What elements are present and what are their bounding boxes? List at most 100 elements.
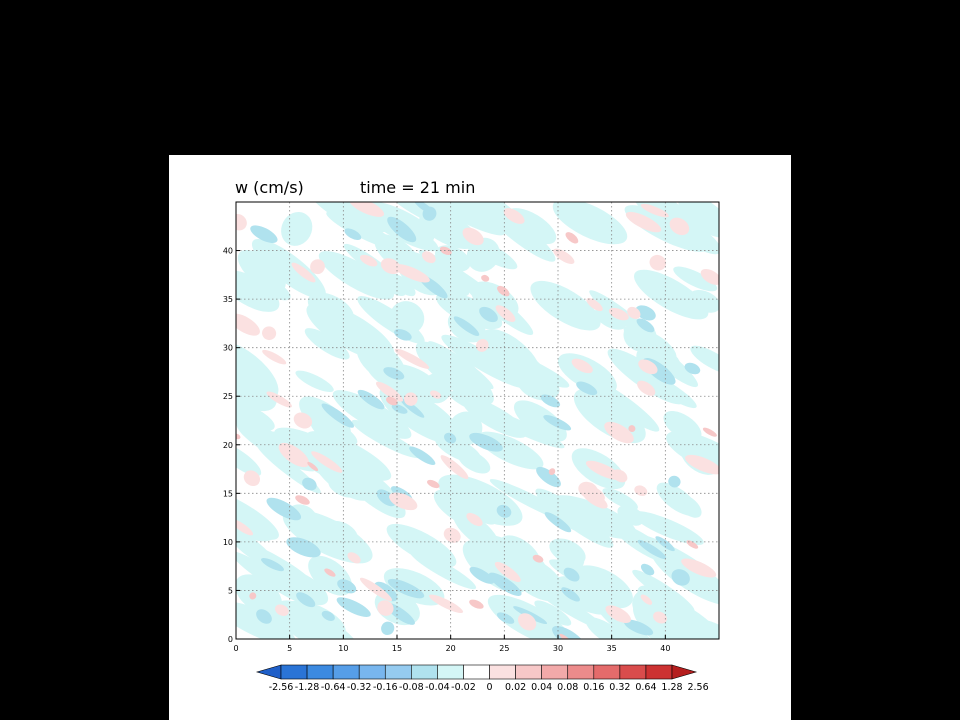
light-cyan-patch: [409, 549, 477, 590]
light-red-patch: [386, 396, 398, 406]
pink-patch: [421, 251, 436, 264]
pink-patch: [494, 561, 521, 583]
light-cyan-patch: [634, 269, 709, 320]
light-red-patch: [324, 568, 336, 577]
heatmap-figure: w (cm/s) time = 21 min 0 5 10 15 20 25 30 35 40 …: [223, 178, 720, 693]
light-cyan-patch: [639, 370, 697, 409]
pink-patch: [430, 390, 442, 399]
colorbar-label: -0.32: [347, 682, 372, 693]
light-cyan-patch: [323, 520, 359, 549]
colorbar-box: [463, 664, 490, 680]
light-red-patch: [427, 479, 440, 489]
cyan-patch: [266, 497, 302, 521]
light-cyan-patch: [663, 411, 702, 442]
light-cyan-patch: [295, 370, 334, 393]
light-cyan-patch: [534, 600, 572, 626]
x-tick-label: 5: [287, 644, 292, 653]
cyan-patch: [640, 563, 655, 576]
x-tick-label: 15: [392, 644, 402, 653]
light-cyan-patch: [282, 570, 329, 606]
cyan-patch: [260, 558, 285, 572]
cyan-patch: [357, 389, 385, 410]
light-cyan-patch: [251, 238, 326, 299]
light-red-patch: [469, 599, 484, 609]
cyan-patch: [250, 225, 278, 243]
light-cyan-patch: [326, 211, 402, 251]
light-cyan-patch: [688, 290, 719, 313]
colorbar-label: 0: [487, 682, 493, 693]
colorbar-box: [619, 664, 647, 680]
pink-patch: [377, 600, 394, 616]
cyan-patch: [563, 567, 580, 582]
light-cyan-patch: [530, 280, 601, 331]
colorbar-label: 0.08: [557, 682, 578, 693]
y-tick-label: 5: [228, 586, 233, 595]
pink-patch: [310, 259, 325, 275]
cyan-patch: [496, 612, 515, 624]
pink-patch: [428, 594, 464, 614]
pink-patch: [462, 227, 484, 246]
pink-patch: [585, 460, 622, 480]
cyan-patch: [536, 466, 561, 488]
pink-patch: [404, 392, 418, 406]
light-cyan-patch: [237, 249, 286, 292]
light-red-patch: [295, 495, 310, 505]
pink-patch: [586, 298, 603, 312]
light-cyan-patch: [617, 505, 644, 526]
colorbar-label: -0.02: [451, 682, 476, 693]
x-tick-label: 40: [660, 644, 670, 653]
light-cyan-patch: [299, 396, 351, 440]
figure-panel: w (cm/s) time = 21 min 0 5 10 15 20 25 30 35 40 …: [169, 155, 791, 720]
light-cyan-patch: [552, 202, 628, 245]
x-tick-label: 20: [446, 644, 456, 653]
light-cyan-patch: [351, 419, 421, 459]
cyan-patch: [684, 362, 701, 375]
light-red-patch: [628, 425, 636, 433]
chart-subtitle: time = 21 min: [360, 178, 475, 197]
pink-patch: [627, 306, 641, 319]
cyan-patch: [479, 306, 498, 323]
colorbar-label: -0.16: [373, 682, 398, 693]
plot-frame: [235, 201, 720, 640]
light-red-patch: [249, 592, 257, 600]
pink-patch: [581, 489, 608, 509]
colorbar-label: 0.16: [583, 682, 604, 693]
colorbar-arrow-left: [255, 664, 282, 680]
cyan-patch: [655, 536, 675, 552]
light-cyan-patch: [536, 587, 604, 630]
colorbar-arrow-right: [671, 664, 698, 680]
light-red-patch: [236, 433, 241, 440]
light-cyan-patch: [690, 345, 719, 374]
colorbar: -2.56 -1.28 -0.64 -0.32 -0.16 -0.08 -0.04 -0.02…: [255, 664, 709, 693]
pink-patch: [275, 604, 289, 616]
light-cyan-patch: [414, 533, 444, 557]
colorbar-box: [384, 664, 412, 680]
cyan-patch: [286, 537, 321, 558]
light-cyan-patch: [516, 369, 560, 401]
cyan-patch: [469, 432, 503, 452]
pink-patch: [517, 613, 537, 631]
colorbar-box: [437, 664, 464, 680]
pink-patch: [262, 349, 287, 365]
light-cyan-patch: [507, 556, 565, 602]
colorbar-box: [332, 664, 360, 680]
colorbar-label: -0.04: [425, 682, 450, 693]
light-cyan-patch: [608, 401, 640, 430]
cyan-patch: [321, 610, 335, 621]
pink-patch: [640, 594, 653, 605]
colorbar-box: [358, 664, 386, 680]
light-cyan-patch: [666, 431, 719, 475]
cyan-patch: [413, 202, 436, 216]
pink-patch: [291, 262, 316, 283]
y-tick-label: 30: [223, 344, 233, 353]
pink-patch: [637, 380, 656, 396]
chart-title: w (cm/s): [235, 178, 304, 197]
light-cyan-patch: [452, 509, 500, 551]
colorbar-label: -1.28: [295, 682, 320, 693]
cyan-patch: [543, 415, 572, 431]
light-cyan-patch: [694, 619, 719, 639]
light-cyan-patch: [513, 400, 567, 442]
light-red-patch: [565, 232, 579, 244]
colorbar-label: 1.28: [661, 682, 682, 693]
pink-patch: [503, 208, 525, 224]
